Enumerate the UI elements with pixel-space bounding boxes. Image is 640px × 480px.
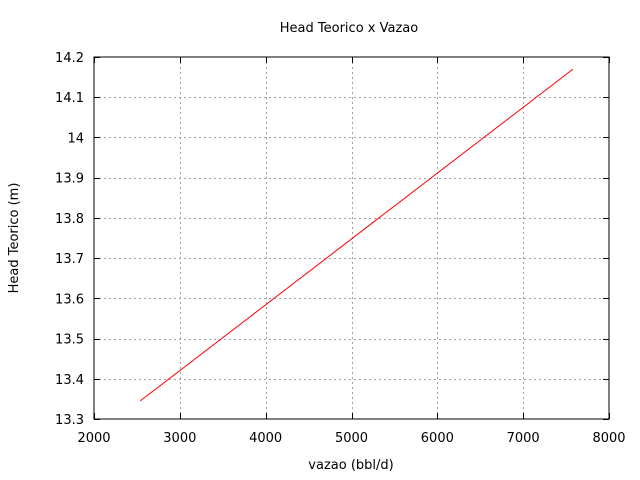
- y-tick-label: 13.7: [55, 252, 84, 267]
- plot-frame: [93, 56, 610, 420]
- series-layer: [139, 68, 574, 402]
- y-tick-label: 14.1: [55, 91, 84, 106]
- x-tick-label: 2000: [77, 431, 110, 446]
- series-line-1: [139, 68, 574, 402]
- x-tick-label: 3000: [163, 431, 196, 446]
- y-tick-label: 13.6: [55, 292, 84, 307]
- y-tick-label: 14: [67, 131, 84, 146]
- y-tick-label: 13.4: [55, 373, 84, 388]
- chart-title: Head Teorico x Vazao: [280, 21, 418, 36]
- y-tick-label: 13.3: [55, 413, 84, 428]
- x-tick-label: 6000: [421, 431, 454, 446]
- grid: [94, 57, 609, 419]
- x-tick-label: 8000: [592, 431, 625, 446]
- x-tick-label: 7000: [507, 431, 540, 446]
- y-tick-label: 13.9: [55, 172, 84, 187]
- x-axis-label: vazao (bbl/d): [308, 458, 393, 473]
- y-tick-label: 13.8: [55, 212, 84, 227]
- tick-labels: 2000 3000 4000 5000 6000 7000 8000 13.3 13.4 13.5…: [55, 51, 626, 446]
- y-tick-label: 14.2: [55, 51, 84, 66]
- y-tick-label: 13.5: [55, 333, 84, 348]
- x-tick-label: 5000: [335, 431, 368, 446]
- y-axis-label: Head Teorico (m): [7, 183, 22, 294]
- x-tick-label: 4000: [249, 431, 282, 446]
